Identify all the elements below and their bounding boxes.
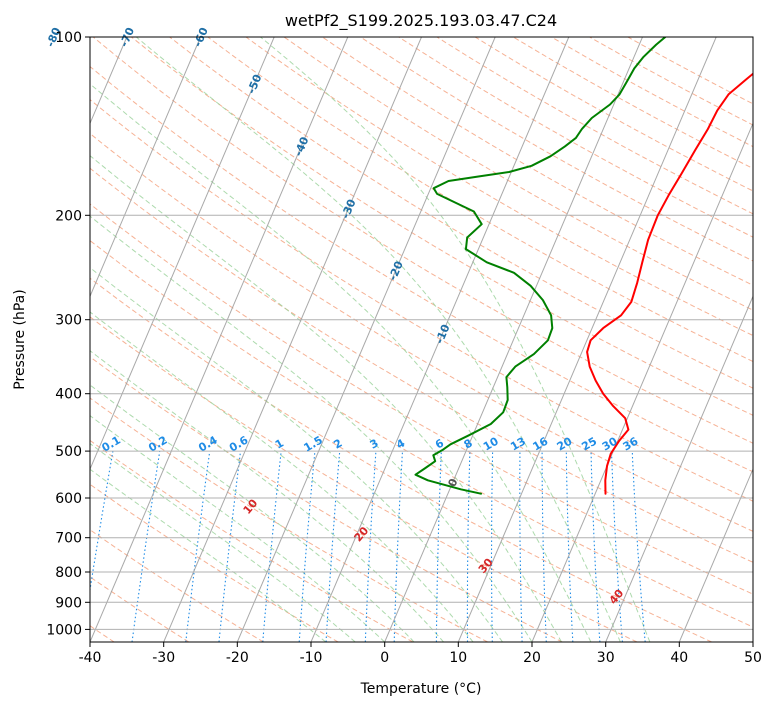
y-tick-label: 1000 (46, 622, 82, 638)
y-tick-label: 100 (55, 30, 82, 46)
y-tick-label: 300 (55, 313, 82, 329)
x-tick-label: 40 (670, 650, 688, 666)
x-tick-label: -20 (226, 650, 249, 666)
y-tick-label: 800 (55, 565, 82, 581)
y-tick-label: 500 (55, 444, 82, 460)
x-axis-label: Temperature (°C) (360, 681, 482, 697)
x-tick-label: 0 (380, 650, 389, 666)
x-tick-label: 20 (523, 650, 541, 666)
x-tick-label: 50 (744, 650, 762, 666)
x-tick-label: -10 (300, 650, 323, 666)
y-tick-label: 600 (55, 491, 82, 507)
y-tick-label: 900 (55, 595, 82, 611)
x-tick-label: -30 (152, 650, 175, 666)
y-tick-label: 700 (55, 531, 82, 547)
x-tick-label: -40 (79, 650, 102, 666)
y-tick-label: 200 (55, 208, 82, 224)
x-tick-label: 10 (449, 650, 467, 666)
y-axis-label: Pressure (hPa) (12, 289, 28, 389)
chart-title: wetPf2_S199.2025.193.03.47.C24 (285, 11, 557, 31)
y-tick-label: 400 (55, 387, 82, 403)
x-tick-label: 30 (597, 650, 615, 666)
